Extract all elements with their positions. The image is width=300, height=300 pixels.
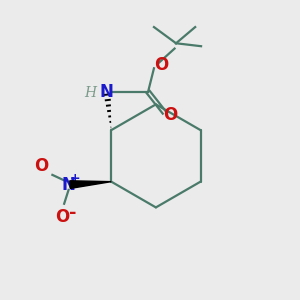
Text: O: O [164,106,178,124]
Text: N: N [61,176,76,194]
Text: O: O [56,208,70,226]
Text: O: O [34,157,49,175]
Text: -: - [69,204,76,222]
Text: O: O [154,56,168,74]
Text: N: N [100,83,114,101]
Text: H: H [85,86,97,100]
Polygon shape [70,181,111,188]
Text: +: + [70,172,81,184]
